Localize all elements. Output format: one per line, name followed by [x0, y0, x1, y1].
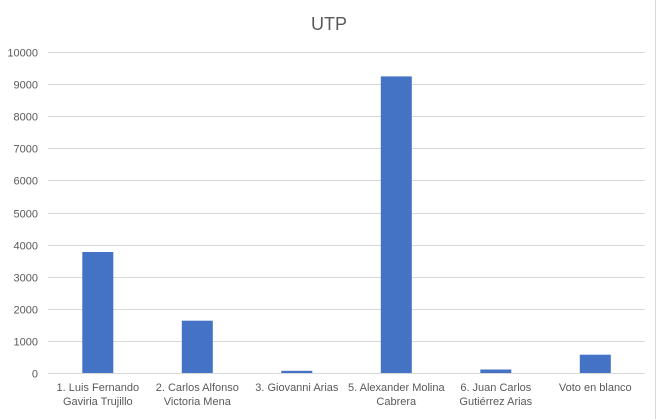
- y-tick-label: 1000: [14, 337, 38, 349]
- y-tick-label: 10000: [7, 48, 38, 60]
- bar: [579, 354, 611, 373]
- bar: [181, 320, 213, 373]
- y-tick-label: 4000: [14, 241, 38, 253]
- y-tick-label: 7000: [14, 144, 38, 156]
- y-axis-ticks: 0 1000 2000 3000 4000 5000 6000 7000 8000 9000 100…: [7, 48, 38, 381]
- y-tick-label: 9000: [14, 80, 38, 92]
- bar: [380, 76, 412, 374]
- y-tick-label: 6000: [14, 176, 38, 188]
- chart-title: UTP: [311, 14, 347, 34]
- bar: [281, 370, 313, 373]
- bars: [82, 76, 611, 374]
- x-tick-label: 5. Alexander Molina Cabrera: [348, 382, 445, 408]
- bar: [82, 252, 114, 373]
- x-tick-label: 1. Luis Fernando Gaviria Trujillo: [57, 382, 140, 408]
- y-tick-label: 5000: [14, 209, 38, 221]
- x-tick-label: 6. Juan Carlos Gutiérrez Arias: [459, 382, 532, 408]
- y-tick-label: 2000: [14, 305, 38, 317]
- x-tick-label: 2. Carlos Alfonso Victoria Mena: [156, 382, 239, 408]
- y-tick-label: 8000: [14, 112, 38, 124]
- gridlines: [48, 52, 645, 374]
- x-tick-label: 3. Giovanni Arias: [255, 382, 339, 394]
- x-tick-label: Voto en blanco: [559, 382, 632, 394]
- y-tick-label: 0: [32, 369, 38, 381]
- bar: [480, 369, 512, 373]
- x-axis-labels: 1. Luis Fernando Gaviria Trujillo 2. Carlo…: [57, 382, 632, 408]
- y-tick-label: 3000: [14, 273, 38, 285]
